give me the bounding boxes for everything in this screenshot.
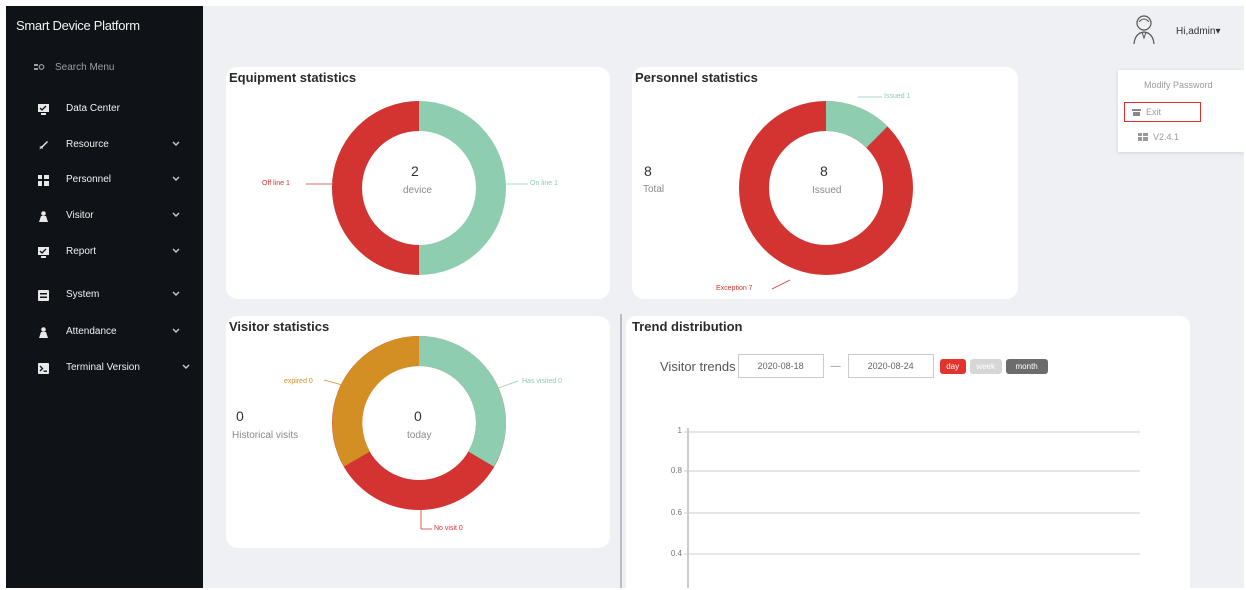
day-button[interactable]: day (939, 358, 966, 374)
rocket-icon (39, 141, 48, 150)
sidebar-item-attendance[interactable]: Attendance (6, 323, 203, 343)
exit-item[interactable]: Exit (1124, 102, 1201, 122)
exit-label: Exit (1146, 107, 1162, 117)
user-name: Hi,admin (1176, 26, 1216, 37)
expired-leader-line (323, 379, 347, 387)
equipment-donut (306, 101, 528, 275)
sidebar-item-label: Attendance (66, 326, 117, 337)
visitor-title: Visitor statistics (229, 319, 330, 334)
novisit-label: No visit 0 (434, 525, 463, 532)
start-date-input[interactable]: 2020-08-18 (737, 354, 824, 378)
personnel-center-label: Issued (812, 185, 842, 196)
y-tick-label: 0.6 (670, 508, 682, 517)
date-separator: — (830, 360, 841, 372)
visited-arc (418, 336, 507, 467)
user-dropdown: Modify Password Exit V2.4.1 (1118, 70, 1244, 152)
chevron-down-icon (172, 248, 180, 253)
sidebar-item-label: System (66, 289, 100, 300)
visitor-center-label: today (407, 430, 432, 441)
equipment-center-value: 2 (411, 163, 419, 179)
sidebar-item-label: Data Center (66, 103, 120, 114)
exception-leader-line (771, 279, 791, 290)
monitor-icon (38, 104, 49, 115)
sidebar-item-visitor[interactable]: Visitor (6, 207, 203, 227)
avatar[interactable] (1132, 14, 1156, 44)
chevron-down-icon (182, 364, 190, 369)
trend-title: Trend distribution (632, 319, 743, 334)
y-tick-label: 0.8 (670, 466, 682, 475)
sidebar: Smart Device Platform Search Menu Data C… (6, 6, 203, 588)
month-button[interactable]: month (1005, 358, 1048, 374)
exception-label: Exception 7 (716, 285, 753, 292)
expired-label: expired 0 (284, 378, 313, 385)
issued-label: Issued 1 (884, 93, 911, 100)
visitor-historical-label: Historical visits (232, 430, 299, 441)
search-menu[interactable]: Search Menu (34, 62, 114, 73)
equipment-card: Equipment statistics Off line 1 On line … (226, 67, 610, 299)
personnel-donut (739, 96, 913, 290)
end-date-input[interactable]: 2020-08-24 (847, 354, 934, 378)
app-title: Smart Device Platform (16, 18, 140, 33)
personnel-total-value: 8 (644, 163, 652, 179)
app-frame: Smart Device Platform Search Menu Data C… (6, 6, 1244, 588)
caret-down-icon: ▾ (1215, 26, 1221, 37)
chevron-down-icon (172, 176, 180, 181)
trend-label: Visitor trends (660, 358, 736, 374)
visitor-center-value: 0 (414, 408, 422, 424)
sidebar-item-label: Personnel (66, 174, 112, 185)
sidebar-item-label: Visitor (66, 210, 94, 221)
terminal-icon (38, 363, 49, 374)
personnel-center-value: 8 (820, 163, 828, 179)
sidebar-item-resource[interactable]: Resource (6, 136, 203, 156)
offline-label: Off line 1 (262, 180, 290, 187)
search-menu-label: Search Menu (55, 62, 115, 73)
chevron-down-icon (172, 141, 180, 146)
visitor-donut (323, 336, 519, 530)
monitor-icon (38, 247, 49, 258)
y-tick-label: 0.4 (670, 549, 682, 558)
search-icon (34, 64, 45, 70)
user-menu-toggle[interactable]: Hi,admin▾ (1176, 26, 1221, 37)
trend-card: Trend distribution Visitor trends 2020-0… (626, 316, 1190, 588)
sidebar-item-label: Resource (66, 139, 109, 150)
sidebar-item-system[interactable]: System (6, 286, 203, 306)
sidebar-item-label: Terminal Version (66, 362, 140, 373)
chevron-down-icon (172, 291, 180, 296)
equipment-title: Equipment statistics (229, 70, 357, 85)
chevron-down-icon (172, 328, 180, 333)
personnel-total-label: Total (643, 184, 665, 195)
chevron-down-icon (172, 212, 180, 217)
issued-arc (825, 100, 888, 149)
visited-leader-line (492, 380, 519, 391)
equipment-center-label: device (403, 185, 432, 196)
visited-label: Has visited 0 (522, 378, 563, 385)
expired-arc (332, 336, 420, 467)
week-button[interactable]: week (969, 358, 1002, 374)
visitor-card: Visitor statistics expired 0 Has visited… (226, 316, 610, 548)
grid-icon (1138, 133, 1148, 141)
version-item: V2.4.1 (1138, 132, 1179, 142)
sidebar-item-label: Report (66, 246, 97, 257)
exit-icon (1132, 108, 1141, 116)
sidebar-item-personnel[interactable]: Personnel (6, 171, 203, 191)
visitor-historical-value: 0 (236, 408, 244, 424)
trend-controls: Visitor trends 2020-08-18 — 2020-08-24 d… (660, 354, 1048, 378)
person-icon (39, 211, 48, 222)
personnel-card: Personnel statistics Issued 1 Exception … (632, 67, 1018, 299)
sidebar-item-terminal-version[interactable]: Terminal Version (6, 359, 203, 379)
version-label: V2.4.1 (1153, 132, 1180, 142)
y-tick-label: 1 (677, 426, 682, 435)
offline-arc (332, 101, 420, 275)
personnel-title: Personnel statistics (635, 70, 758, 85)
trend-chart (684, 428, 1140, 588)
personnel-icon (38, 175, 49, 186)
panel-divider (620, 314, 622, 588)
online-label: On line 1 (530, 180, 559, 187)
person-icon (39, 327, 48, 338)
sidebar-item-data-center[interactable]: Data Center (6, 100, 203, 120)
system-icon (38, 290, 49, 301)
sidebar-item-report[interactable]: Report (6, 243, 203, 263)
modify-password-item[interactable]: Modify Password (1144, 80, 1213, 90)
